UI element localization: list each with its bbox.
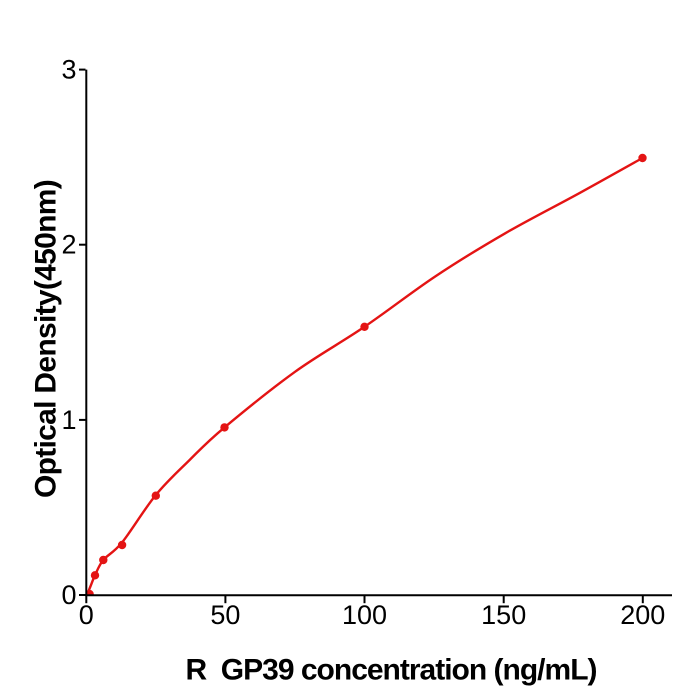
svg-text:50: 50: [210, 600, 240, 630]
svg-text:0: 0: [79, 600, 94, 630]
svg-text:200: 200: [620, 600, 665, 630]
svg-text:1: 1: [61, 405, 76, 435]
svg-text:0: 0: [61, 580, 76, 610]
svg-text:3: 3: [61, 55, 76, 85]
svg-text:150: 150: [481, 600, 526, 630]
svg-text:R GP39 concentration (ng/mL): R GP39 concentration (ng/mL): [185, 653, 596, 686]
svg-text:2: 2: [61, 230, 76, 260]
svg-text:Optical Density(450nm): Optical Density(450nm): [30, 180, 63, 498]
svg-text:100: 100: [342, 600, 387, 630]
